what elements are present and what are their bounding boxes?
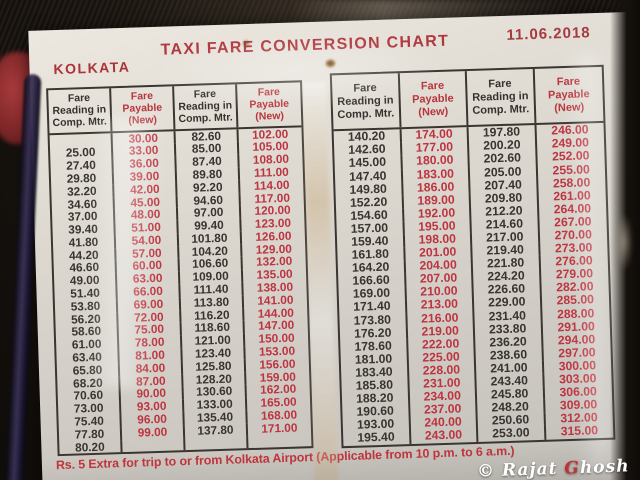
city-label: KOLKATA <box>53 58 131 78</box>
column-header: Fare Reading in Comp. Mtr. <box>331 73 402 130</box>
fare-cell: 243.00 <box>410 428 479 444</box>
fare-table-left-body: 30.00 82.60 102.00 25.00 33.00 85.00 105.00 27.… <box>49 126 312 455</box>
column-header: Fare Reading in Comp. Mtr. <box>466 68 536 126</box>
fare-cell <box>185 435 249 451</box>
fare-cell: 315.00 <box>560 423 599 439</box>
fare-cell: 80.20 <box>59 439 123 455</box>
paper-stain <box>325 59 336 68</box>
photographer-watermark: © Rajat Ghosh <box>477 456 630 480</box>
column-header: Fare Payable (New) <box>399 71 469 128</box>
chart-date: 11.06.2018 <box>506 24 591 44</box>
right-glare-spot <box>615 212 633 272</box>
fare-table-right: Fare Reading in Comp. Mtr. Fare Payable (… <box>329 64 616 448</box>
column-header: Fare Reading in Comp. Mtr. <box>174 84 239 129</box>
watermark-text: © Rajat <box>477 458 566 480</box>
fare-table-right-body: 140.20 174.00 197.80 246.00 142.60 177.00 200.… <box>333 123 614 446</box>
fare-cell: 195.40 <box>343 430 411 446</box>
fare-chart-paper: KOLKATA TAXI FARE CONVERSION CHART 11.06… <box>28 12 640 480</box>
column-header: Fare Payable (New) <box>249 85 290 124</box>
column-header: Fare Reading in Comp. Mtr. <box>48 88 113 133</box>
column-header: Fare Payable (New) <box>111 86 176 131</box>
page-title: TAXI FARE CONVERSION CHART <box>160 32 450 59</box>
fare-table-right-header: Fare Reading in Comp. Mtr. Fare Payable (… <box>331 66 604 132</box>
watermark-initial: G <box>564 458 581 479</box>
fare-cell <box>122 437 186 453</box>
fare-cell: 253.00 <box>478 426 546 442</box>
fare-table-left: Fare Reading in Comp. Mtr. Fare Payable (… <box>46 80 314 457</box>
fare-cell <box>248 434 311 449</box>
watermark-text: hosh <box>579 456 631 479</box>
column-header: Fare Payable (New) <box>547 75 590 114</box>
